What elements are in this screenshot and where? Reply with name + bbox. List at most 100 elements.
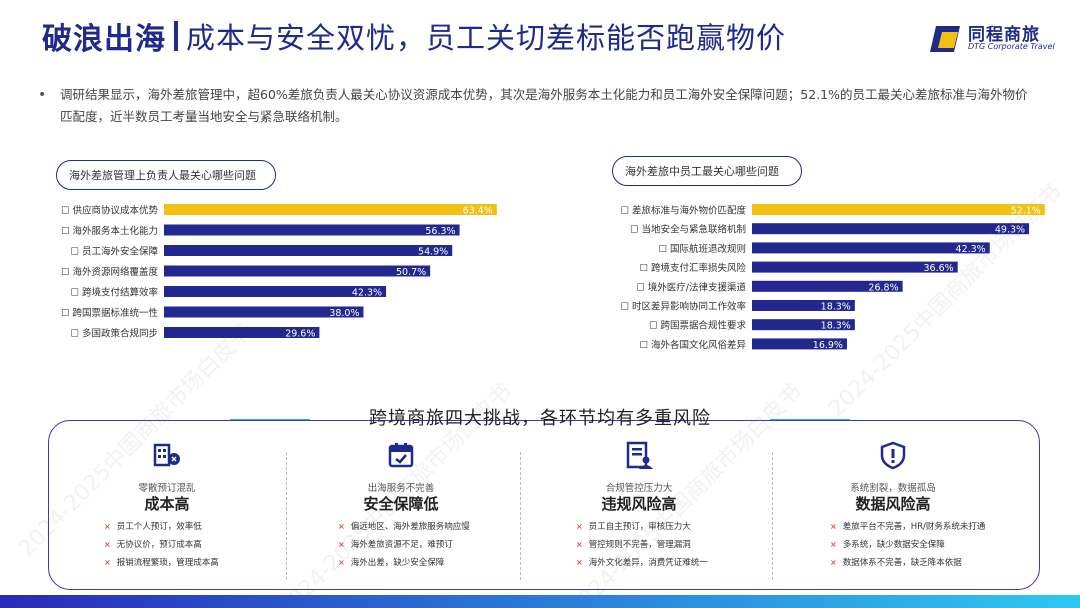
category-label: ☐ 差旅标准与海外物价匹配度 [620,205,746,217]
challenge-title: 成本高 [144,495,190,513]
challenge-list: × 员工个人预订，效率低 × 无协议价，预订成本高 × 报销流程繁琐，管理成本高 [104,518,219,572]
challenge-column: 合规管控压力大 违规风险高 × 员工自主预订，审核压力大 × 管控规则不完善，管理漏洞 × 海… [524,440,754,590]
calendar-icon [386,440,416,470]
value-label: 54.9% [418,247,448,258]
value-label: 63.4% [463,206,493,217]
category-label: ☐ 跨国票据标准统一性 [61,307,159,319]
bar [752,204,1045,215]
challenge-item: × 报销流程繁琐，管理成本高 [104,554,219,572]
challenge-subtitle: 零散预订混乱 [138,483,196,494]
challenge-item: × 海外差旅资源不足，难预订 [338,536,470,554]
intro-paragraph: • 调研结果显示，海外差旅管理中，超60%差旅负责人最关心协议资源成本优势，其次… [38,84,1038,128]
page-title: 破浪出海 成本与安全双忧，员工关切差标能否跑赢物价 [42,14,786,58]
section-line-right [770,419,850,420]
cross-icon: × [576,522,583,531]
logo-name: 同程商旅 [968,25,1040,45]
bar [752,261,958,273]
challenge-item-text: 多系统，缺少数据安全保障 [842,540,945,550]
challenge-column: 系统割裂，数据孤岛 数据风险高 × 差旅平台不完善，HR/财务系统未打通 × 多系统，缺少… [778,440,1008,590]
bar [164,224,460,236]
category-label: ☐ 海外服务本土化能力 [61,225,158,237]
bar [752,300,855,311]
chart-1-title-text: 海外差旅管理上负责人最关心哪些问题 [69,169,256,182]
chart-2: ☐ 差旅标准与海外物价匹配度 52.1% ☐ 当地安全与紧急联络机制 49.3% ☐ 国… [620,204,1045,351]
logo-en: DTG Corporate Travel [968,42,1055,51]
category-label: ☐ 境外医疗/法律支援渠道 [636,281,746,293]
cross-icon: × [104,522,111,531]
bullet: • [38,87,47,103]
category-label: ☐ 员工海外安全保障 [70,246,158,258]
challenge-item: × 偏远地区、海外差旅服务响应慢 [338,518,470,536]
challenge-item-text: 员工个人预订，效率低 [116,522,202,532]
challenge-list: × 员工自主预订，审核压力大 × 管控规则不完善，管理漏洞 × 海外文化差异，消费凭证难统… [576,518,708,572]
cross-icon: × [104,540,111,549]
challenge-item-text: 海外出差，缺少安全保障 [350,558,445,568]
document-user-icon [624,440,654,470]
challenge-item-text: 偏远地区、海外差旅服务响应慢 [350,522,470,532]
challenge-column: 零散预订混乱 成本高 × 员工个人预订，效率低 × 无协议价，预订成本高 × 报销流程繁琐，管… [52,440,282,590]
category-label: ☐ 跨境支付结算效率 [70,287,158,299]
challenge-item: × 海外出差，缺少安全保障 [338,554,470,572]
value-label: 49.3% [995,225,1025,236]
cross-icon: × [830,540,837,549]
challenge-title: 违规风险高 [601,495,677,513]
challenge-list: × 偏远地区、海外差旅服务响应慢 × 海外差旅资源不足，难预订 × 海外出差，缺少安全保障 [338,518,470,572]
value-label: 26.8% [868,282,898,293]
category-label: ☐ 国际航班退改规则 [658,243,746,255]
category-label: ☐ 跨境支付汇率损失风险 [639,262,746,274]
challenge-item: × 数据体系不完善，缺乏降本依据 [830,554,985,572]
cross-icon: × [338,540,345,549]
title-divider [174,21,178,51]
challenge-item-text: 海外差旅资源不足，难预订 [350,540,453,550]
value-label: 16.9% [813,340,843,351]
bar [752,280,903,292]
value-label: 29.6% [285,329,315,340]
column-divider [520,452,521,580]
challenge-item: × 海外文化差异，消费凭证难统一 [576,554,708,572]
category-label: ☐ 海外资源网络覆盖度 [61,266,159,278]
footer-bar [0,595,1080,608]
category-label: ☐ 跨国票据合规性要求 [649,320,747,332]
value-label: 50.7% [396,267,426,278]
cross-icon: × [104,558,111,567]
challenge-title: 数据风险高 [855,495,931,513]
challenge-item: × 员工个人预订，效率低 [104,518,219,536]
challenge-subtitle: 合规管控压力大 [605,483,673,494]
challenge-item: × 多系统，缺少数据安全保障 [830,536,985,554]
section-title: 跨境商旅四大挑战，各环节均有多重风险 [369,408,711,429]
building-grid-icon [152,440,182,470]
challenge-item-text: 报销流程繁琐，管理成本高 [116,558,219,568]
chart-2-title: 海外差旅中员工最关心哪些问题 [612,156,802,186]
value-label: 36.6% [924,263,954,274]
challenge-item-text: 海外文化差异，消费凭证难统一 [588,558,708,568]
challenge-item-text: 管控规则不完善，管理漏洞 [588,540,691,550]
challenge-item: × 无协议价，预订成本高 [104,536,219,554]
chart-1: ☐ 供应商协议成本优势 63.4% ☐ 海外服务本土化能力 56.3% ☐ 员工海外安全… [61,204,497,340]
bar [164,265,431,277]
challenge-list: × 差旅平台不完善，HR/财务系统未打通 × 多系统，缺少数据安全保障 × 数据体系不完善… [830,518,985,572]
cross-icon: × [338,558,345,567]
cross-icon: × [338,522,345,531]
intro-text: 调研结果显示，海外差旅管理中，超60%差旅负责人最关心协议资源成本优势，其次是海… [60,87,1028,124]
cross-icon: × [576,540,583,549]
value-label: 42.3% [956,244,986,255]
cross-icon: × [576,558,583,567]
cross-icon: × [830,522,837,531]
challenges-panel [48,420,1040,590]
category-label: ☐ 时区差异影响协同工作效率 [620,301,746,313]
category-label: ☐ 海外各国文化风俗差异 [639,339,746,351]
column-divider [286,452,287,580]
bar [164,204,497,215]
category-label: ☐ 当地安全与紧急联络机制 [630,224,746,236]
value-label: 42.3% [352,288,382,299]
value-label: 52.1% [1011,206,1041,217]
value-label: 18.3% [821,302,851,313]
bar [164,327,320,338]
bar [752,319,855,331]
challenge-item-text: 员工自主预订，审核压力大 [588,522,691,532]
company-logo: 同程商旅 DTG Corporate Travel [930,20,1060,56]
challenge-subtitle: 系统割裂，数据孤岛 [850,483,936,494]
shield-alert-icon [878,440,908,470]
cross-icon: × [830,558,837,567]
challenge-item-text: 差旅平台不完善，HR/财务系统未打通 [842,522,986,532]
